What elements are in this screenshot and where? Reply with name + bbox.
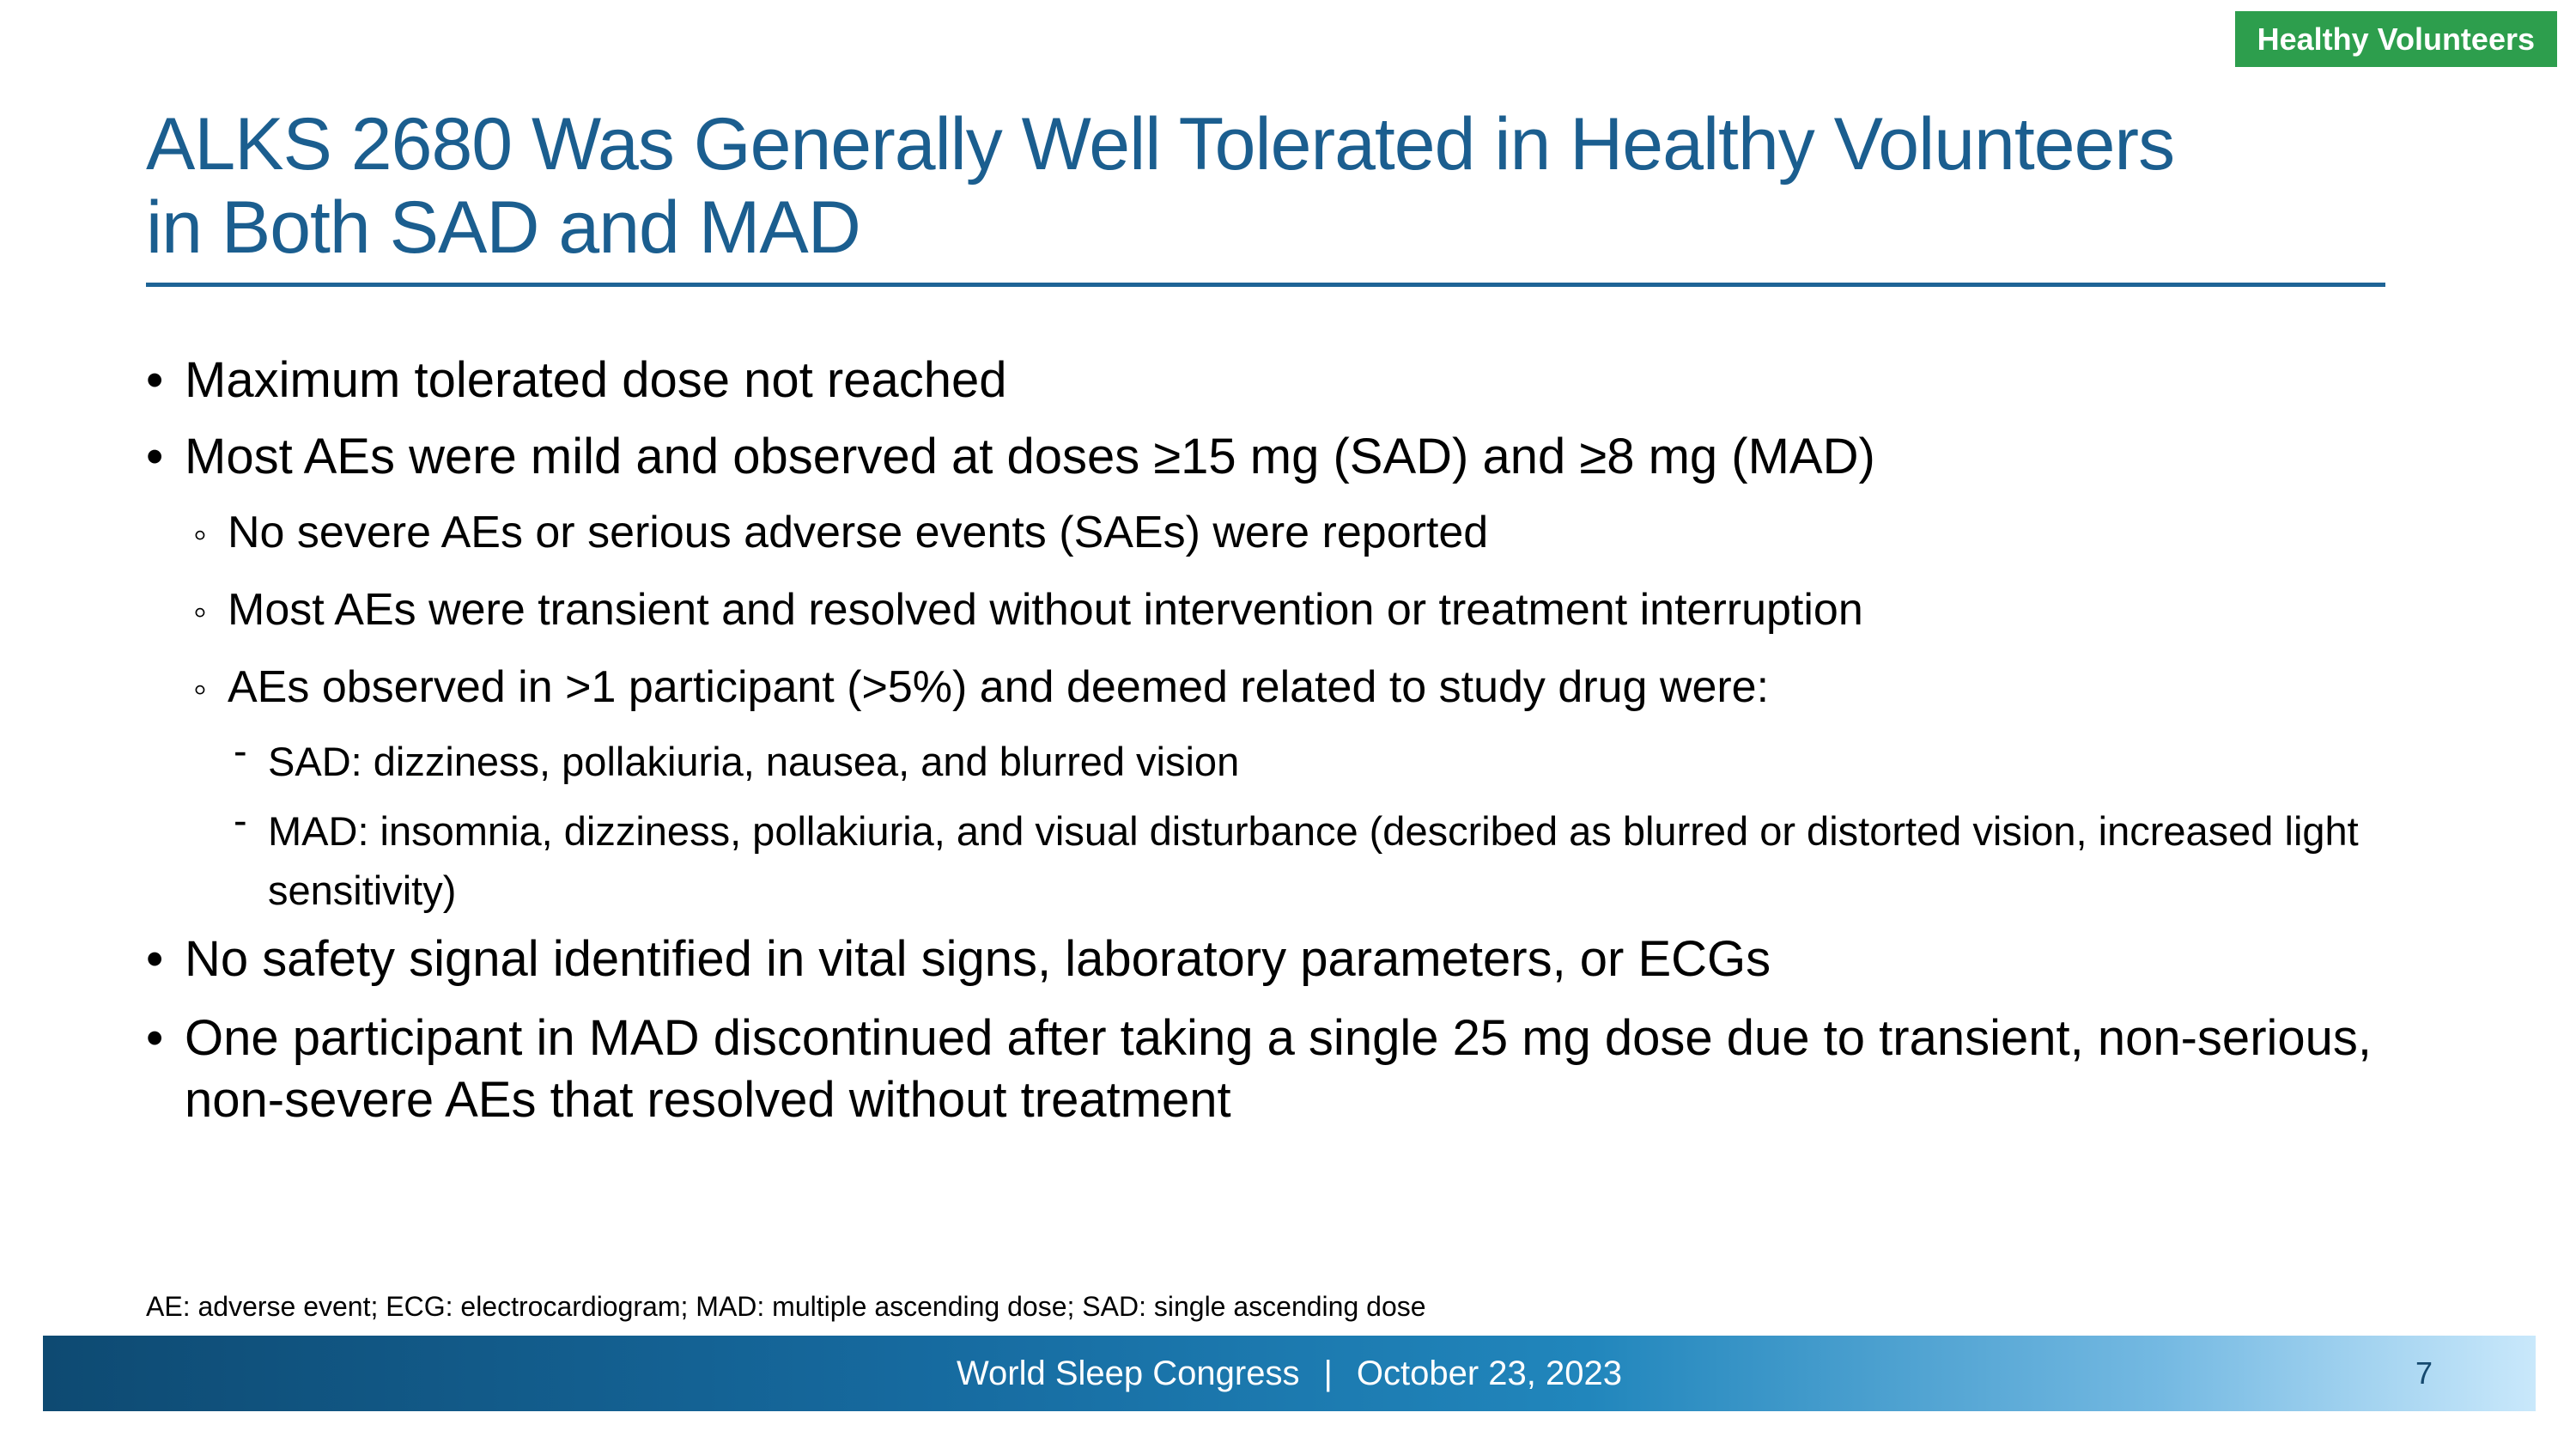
- bullet-text: No safety signal identified in vital sig…: [185, 931, 1771, 987]
- dash-bullet-icon: -: [234, 727, 247, 773]
- dashbullet-item-sad: - SAD: dizziness, pollakiuria, nausea, a…: [146, 728, 2507, 791]
- footer-bar: World Sleep Congress | October 23, 2023 7: [43, 1336, 2536, 1411]
- footer-congress-name: World Sleep Congress: [957, 1354, 1300, 1392]
- subbullet-item-no-severe-aes: ◦ No severe AEs or serious adverse event…: [146, 502, 2387, 565]
- bullet-text: Most AEs were mild and observed at doses…: [185, 429, 1875, 484]
- bullet-icon: •: [146, 1010, 164, 1066]
- bullet-text: No severe AEs or serious adverse events …: [228, 508, 1489, 557]
- circle-bullet-icon: ◦: [193, 514, 207, 556]
- abbreviations-footnote: AE: adverse event; ECG: electrocardiogra…: [146, 1291, 1426, 1322]
- bullet-text: SAD: dizziness, pollakiuria, nausea, and…: [268, 739, 1240, 784]
- circle-bullet-icon: ◦: [193, 591, 207, 633]
- bullet-item-no-safety-signal: • No safety signal identified in vital s…: [146, 928, 2387, 990]
- dash-bullet-icon: -: [234, 796, 247, 843]
- footer-separator: |: [1323, 1354, 1333, 1392]
- bullet-item-max-tolerated-dose: • Maximum tolerated dose not reached: [146, 350, 2387, 411]
- bullet-item-most-aes-mild: • Most AEs were mild and observed at dos…: [146, 426, 2387, 488]
- circle-bullet-icon: ◦: [193, 668, 207, 710]
- bullet-text: Maximum tolerated dose not reached: [185, 352, 1007, 408]
- bullet-icon: •: [146, 931, 164, 987]
- footer-text: World Sleep Congress | October 23, 2023: [957, 1355, 1622, 1393]
- dashbullet-item-mad: - MAD: insomnia, dizziness, pollakiuria,…: [146, 797, 2507, 920]
- title-line-1: ALKS 2680 Was Generally Well Tolerated i…: [146, 103, 2175, 186]
- bullet-icon: •: [146, 352, 164, 408]
- healthy-volunteers-badge: Healthy Volunteers: [2234, 11, 2557, 67]
- subbullet-item-aes-observed: ◦ AEs observed in >1 participant (>5%) a…: [146, 657, 2387, 720]
- bullet-text: Most AEs were transient and resolved wit…: [228, 585, 1863, 635]
- bullet-item-one-participant: • One participant in MAD discontinued af…: [146, 1008, 2387, 1131]
- bullet-text: AEs observed in >1 participant (>5%) and…: [228, 662, 1770, 712]
- title-underline: [146, 283, 2385, 287]
- bullet-icon: •: [146, 429, 164, 484]
- footer-date: October 23, 2023: [1356, 1354, 1622, 1392]
- bullet-text: MAD: insomnia, dizziness, pollakiuria, a…: [268, 808, 2359, 913]
- page-number: 7: [2415, 1355, 2433, 1391]
- title-line-2: in Both SAD and MAD: [146, 186, 861, 269]
- bullet-text: One participant in MAD discontinued afte…: [185, 1010, 2372, 1128]
- subbullet-item-aes-transient: ◦ Most AEs were transient and resolved w…: [146, 580, 2387, 642]
- bullet-list: • Maximum tolerated dose not reached • M…: [146, 350, 2387, 1146]
- slide-title: ALKS 2680 Was Generally Well Tolerated i…: [146, 103, 2447, 270]
